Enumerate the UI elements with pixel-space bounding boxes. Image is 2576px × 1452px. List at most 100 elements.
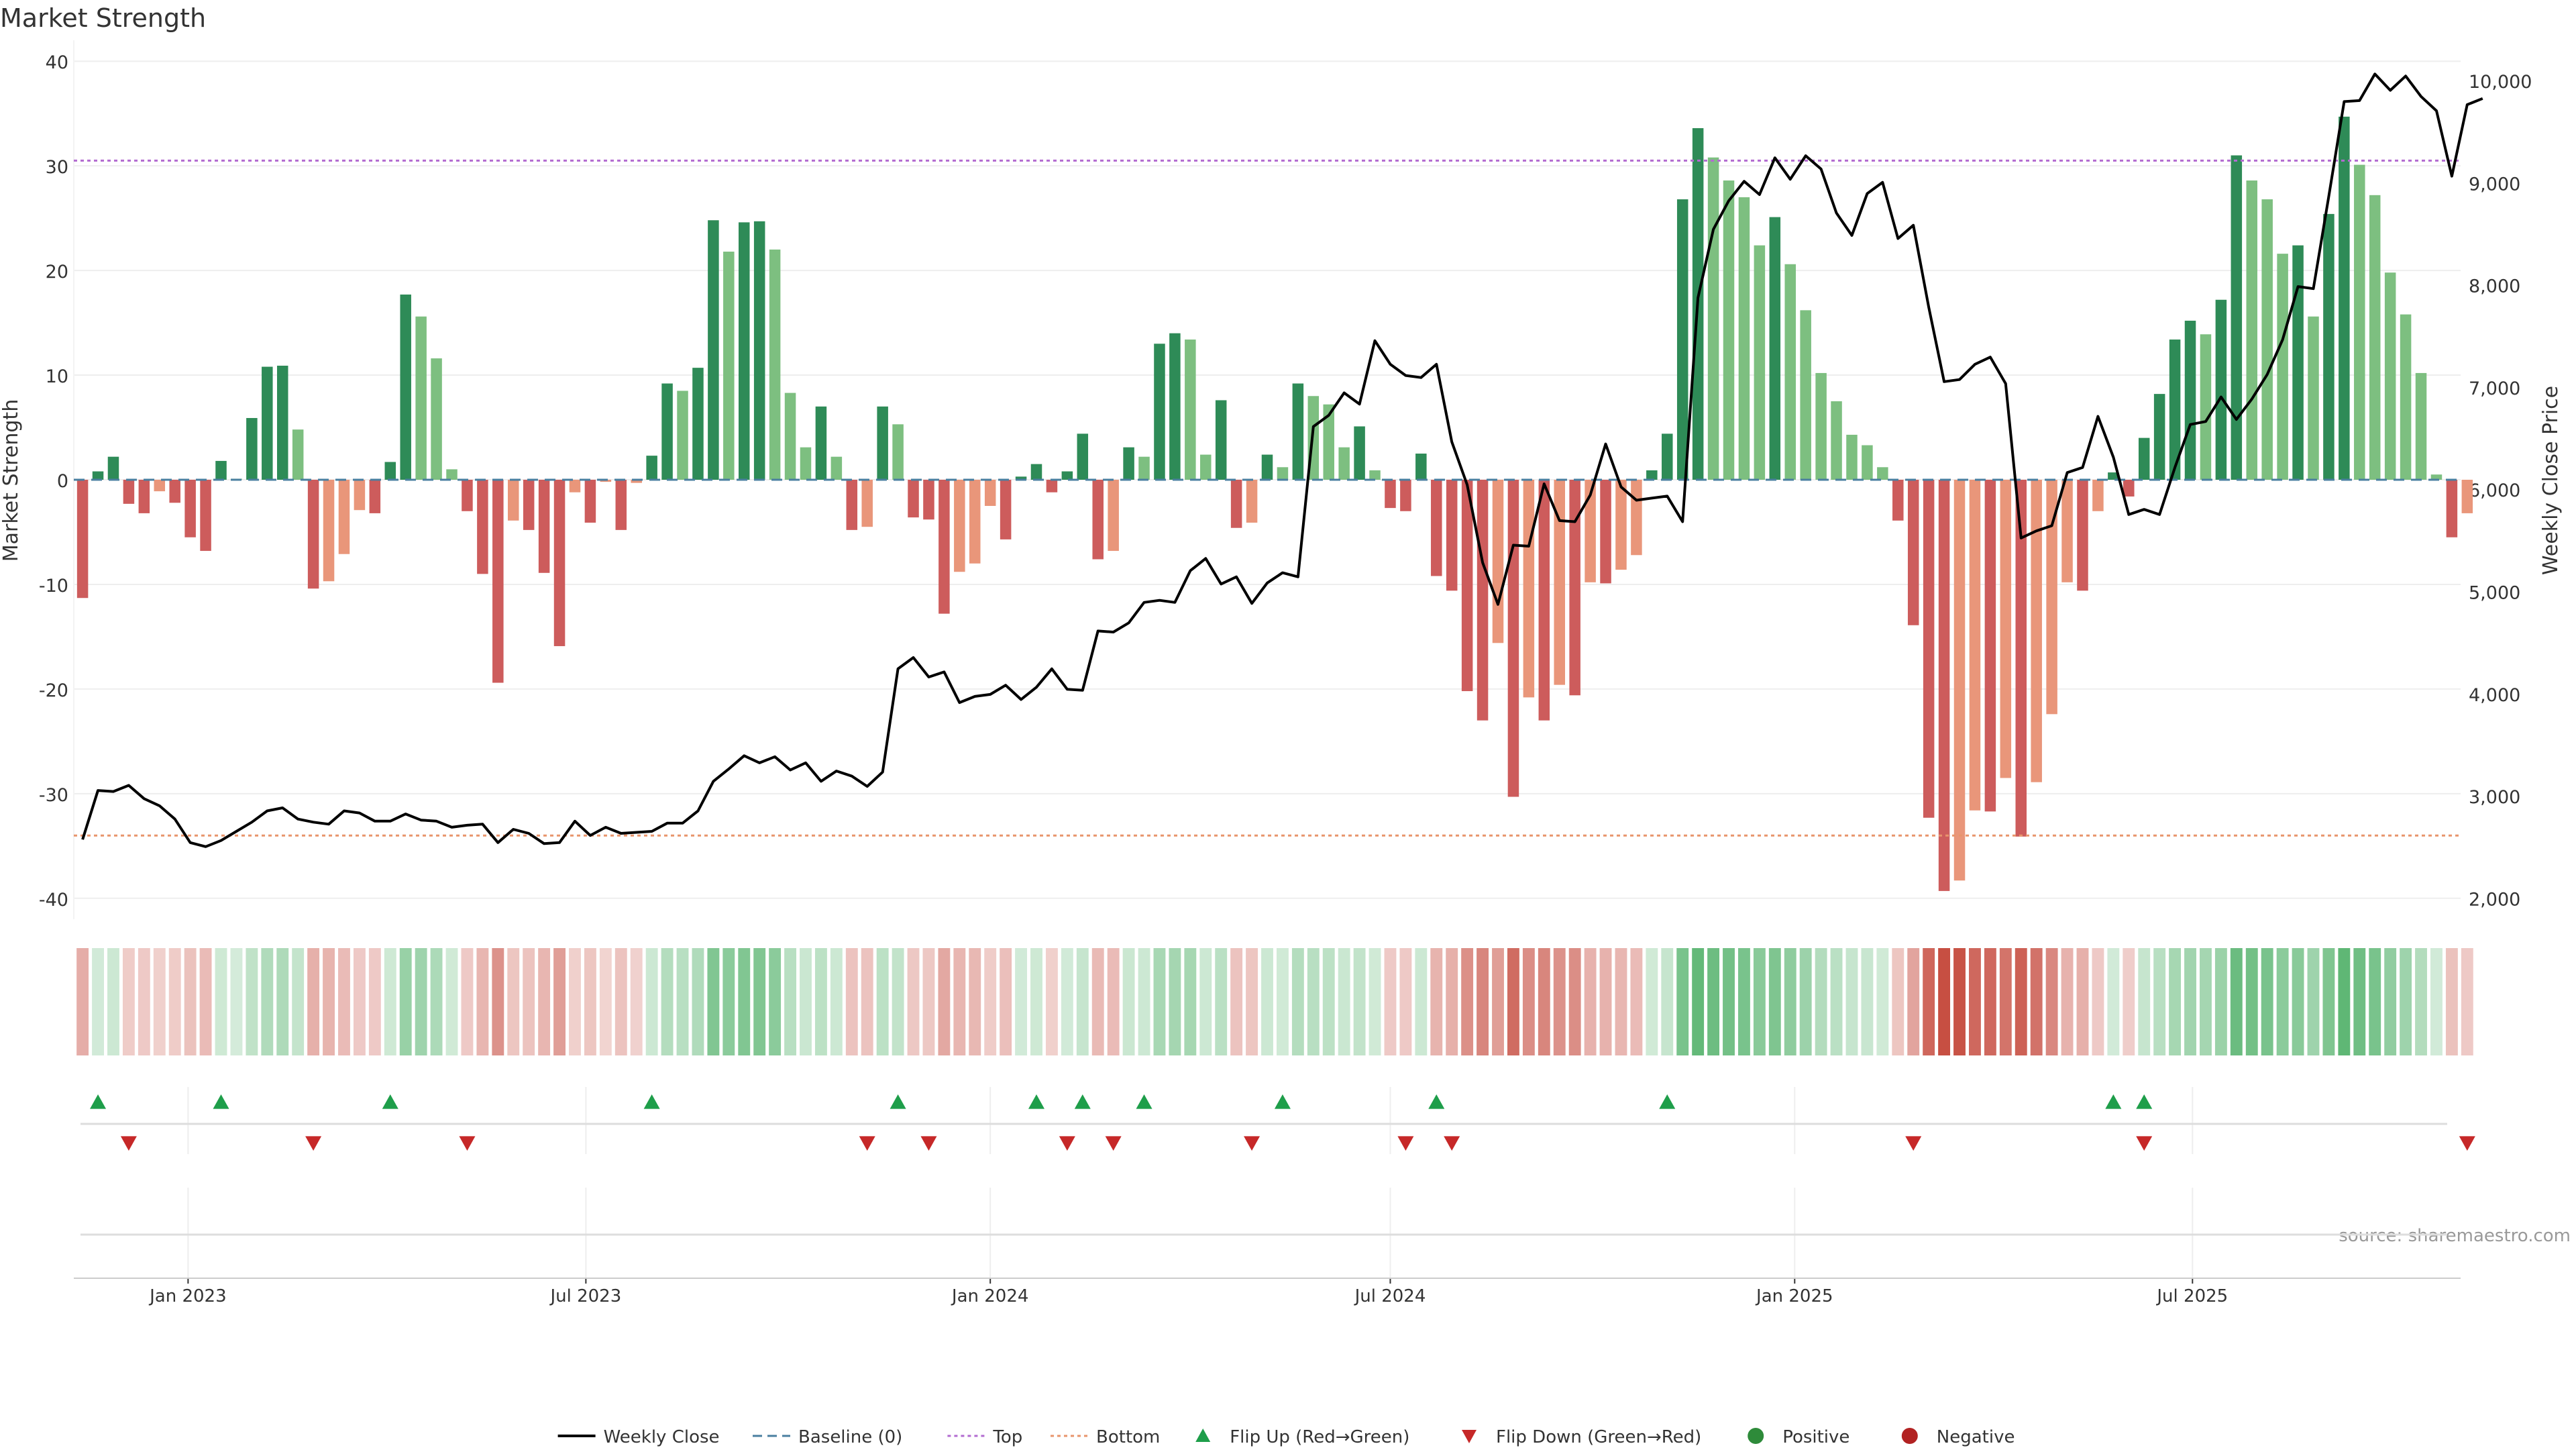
heat-strip-cell [1845, 948, 1858, 1055]
strength-bar [323, 480, 335, 582]
strength-bar [1061, 471, 1073, 480]
heat-strip-cell [614, 948, 627, 1055]
heat-strip-cell [1753, 948, 1766, 1055]
y2-tick-label: 2,000 [2469, 890, 2520, 911]
heat-strip-cell [1446, 948, 1458, 1055]
strength-bar [2231, 155, 2243, 480]
strength-bar [2461, 480, 2473, 513]
heat-strip-cell [2384, 948, 2397, 1055]
heat-strip-cell [1276, 948, 1289, 1055]
heat-strip-cell [2322, 948, 2335, 1055]
y-tick-label: 0 [57, 471, 68, 492]
strength-bar [1907, 480, 1919, 625]
heat-strip-cell [1615, 948, 1627, 1055]
flip-down-marker [459, 1136, 476, 1151]
flip-down-marker [1905, 1136, 1922, 1151]
strength-bar [2123, 480, 2135, 497]
heat-strip-cell [1246, 948, 1258, 1055]
strength-bar [2061, 480, 2073, 582]
strength-bar [462, 480, 473, 511]
strength-bar [1569, 480, 1580, 696]
strength-bar [1154, 344, 1165, 480]
strength-bar [307, 480, 319, 589]
heat-strip-cell [2200, 948, 2212, 1055]
heat-strip-cell [2292, 948, 2304, 1055]
strength-bar [1923, 480, 1935, 818]
heat-strip-cell [1969, 948, 1981, 1055]
flip-down-marker [120, 1136, 137, 1151]
heat-strip-cell [1507, 948, 1519, 1055]
strength-bar [1077, 433, 1089, 480]
strength-bar [2169, 340, 2181, 480]
strength-bar [1538, 480, 1550, 721]
strength-bar [538, 480, 550, 573]
heat-strip-cell [645, 948, 658, 1055]
strength-bar [1431, 480, 1442, 576]
heat-strip-cell [1830, 948, 1843, 1055]
heat-strip-cell [584, 948, 596, 1055]
y2-tick-label: 7,000 [2469, 378, 2520, 399]
heat-strip-cell [1646, 948, 1658, 1055]
heat-strip-cell [2369, 948, 2381, 1055]
strength-bar [784, 393, 796, 480]
strength-bar [2000, 480, 2012, 778]
strength-bar [154, 480, 166, 492]
strength-bar [553, 480, 566, 646]
heat-strip-cell [1538, 948, 1550, 1055]
heat-strip-cell [1861, 948, 1874, 1055]
heat-strip-cell [2107, 948, 2120, 1055]
y2-tick-label: 8,000 [2469, 276, 2520, 297]
heat-strip-cell [323, 948, 335, 1055]
y2-tick-label: 4,000 [2469, 685, 2520, 706]
strength-bar [1723, 180, 1735, 480]
strength-bar [677, 391, 688, 480]
strength-bar [1969, 480, 1981, 811]
heat-strip-cell [1415, 948, 1428, 1055]
heat-strip-cell [1477, 948, 1489, 1055]
heat-strip-cell [1707, 948, 1720, 1055]
heat-strip-cell [430, 948, 443, 1055]
heat-strip-cell [861, 948, 873, 1055]
strength-bar [1738, 197, 1750, 480]
strength-bar [1523, 480, 1535, 698]
heat-strip-cell [1892, 948, 1904, 1055]
heat-strip-cell [1953, 948, 1966, 1055]
heat-strip-cell [2214, 948, 2227, 1055]
heat-strip-cell [2338, 948, 2351, 1055]
strength-bar [2108, 472, 2119, 480]
weekly-close-line [81, 72, 2483, 848]
heat-strip-cell [1907, 948, 1920, 1055]
strength-bar [569, 480, 581, 492]
strength-bar [92, 471, 104, 480]
strength-bar [877, 406, 888, 480]
strength-bar [400, 294, 411, 480]
y-tick-label: -10 [39, 576, 68, 597]
heat-strip-cell [753, 948, 766, 1055]
strength-bar [446, 469, 458, 480]
strength-bar [1461, 480, 1473, 692]
heat-strip-cell [2045, 948, 2058, 1055]
strength-bar [369, 480, 381, 513]
heat-strip-cell [1015, 948, 1028, 1055]
heat-strip-cell [1630, 948, 1643, 1055]
heat-strip-cell [969, 948, 981, 1055]
heat-strip-cell [215, 948, 227, 1055]
heat-strip-cell [845, 948, 858, 1055]
heat-strip-cell [2184, 948, 2196, 1055]
strength-bar [2215, 299, 2227, 480]
strength-bar [646, 456, 657, 480]
heat-strip-cell [2461, 948, 2473, 1055]
heat-strip-cell [399, 948, 412, 1055]
y-tick-label: 20 [46, 262, 68, 282]
source-note: source: sharemaestro.com [2339, 1226, 2571, 1246]
heat-strip-cell [507, 948, 520, 1055]
y2-tick-label: 3,000 [2469, 787, 2520, 808]
heat-strip-cell [138, 948, 150, 1055]
strength-bar [1415, 454, 1427, 480]
strength-bar [800, 447, 812, 480]
heat-strip-cell [938, 948, 951, 1055]
strength-bar [830, 456, 843, 480]
strength-bar [477, 480, 488, 574]
heat-strip-cell [707, 948, 720, 1055]
